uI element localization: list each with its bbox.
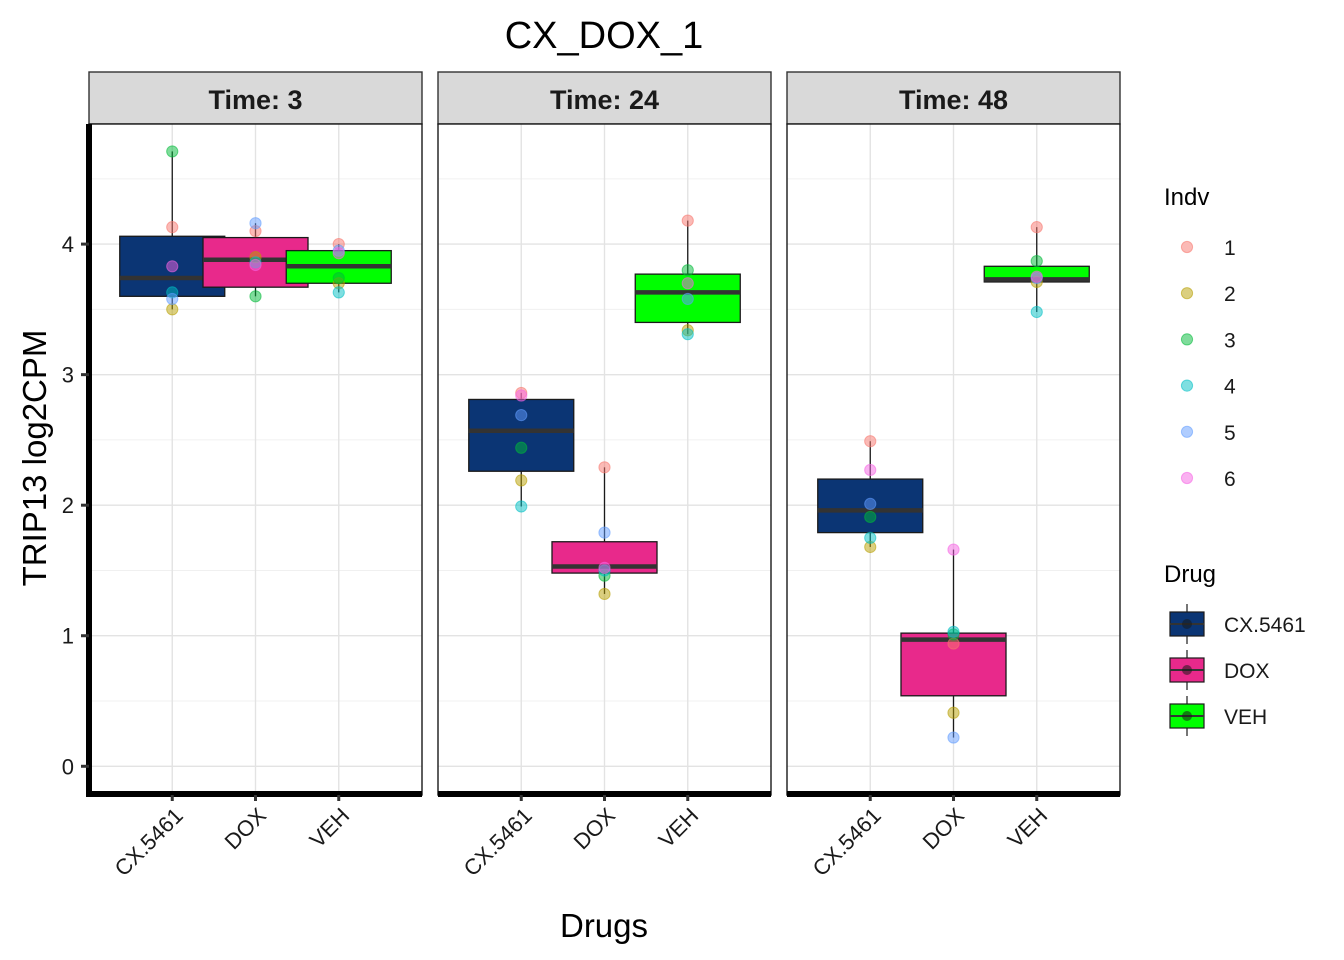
x-tick-label: VEH (305, 803, 355, 853)
data-point (1030, 254, 1043, 268)
data-point (864, 435, 877, 448)
data-point (1030, 221, 1043, 234)
data-point (864, 531, 877, 544)
data-point (515, 409, 528, 422)
data-point (249, 258, 262, 272)
data-point (166, 292, 179, 306)
facet-strip (437, 71, 772, 125)
box-cx5461 (817, 435, 924, 554)
legend-label-drug: DOX (1224, 660, 1270, 683)
facet-panels: Time: 3 CX.5461 DOX VEH Time: 24 CX.5461 DOX VE… (88, 71, 1121, 881)
y-tick-label: 2 (62, 493, 74, 518)
legend-key-indv (1180, 287, 1194, 300)
data-point (515, 474, 528, 487)
chart-title: CX_DOX_1 (505, 15, 704, 57)
data-point (1030, 270, 1043, 283)
data-point (332, 271, 345, 285)
legend-key-indv (1180, 240, 1194, 254)
x-tick-label: CX.5461 (110, 803, 188, 881)
legend-key-point (1182, 711, 1192, 721)
data-point (1030, 305, 1043, 319)
data-point (332, 247, 345, 260)
x-axis-title: Drugs (560, 907, 648, 944)
x-tick-label: DOX (569, 803, 621, 855)
facet-panel: Time: 24 CX.5461 DOX VEH (437, 71, 772, 881)
data-point (166, 145, 179, 158)
y-tick-label: 0 (62, 754, 74, 779)
legends: Indv 1 2 3 4 5 6 Drug CX.5461 DOX VEH (1164, 184, 1306, 736)
data-point (947, 543, 960, 556)
box-dox (551, 461, 658, 601)
data-point (947, 706, 960, 719)
facet-strip-label: Time: 48 (899, 85, 1008, 115)
data-point (249, 217, 262, 230)
y-axis: 0 1 2 3 4 (62, 124, 92, 797)
legend-label-drug: CX.5461 (1224, 614, 1306, 637)
data-point (681, 214, 694, 227)
legend-key-point (1182, 665, 1192, 675)
box-veh (285, 238, 392, 299)
y-axis-title: TRIP13 log2CPM (16, 330, 53, 587)
x-tick-label: CX.5461 (459, 803, 537, 881)
legend-key-indv (1180, 333, 1194, 346)
data-point (515, 441, 528, 454)
data-point (864, 497, 877, 510)
facet-panel: Time: 48 CX.5461 DOX VEH (786, 71, 1121, 881)
legend-key-indv (1180, 425, 1194, 438)
x-tick-label: DOX (220, 803, 272, 855)
legend-label-indv: 6 (1224, 468, 1236, 491)
data-point (166, 260, 179, 273)
data-point (598, 561, 611, 574)
data-point (598, 526, 611, 539)
y-tick-label: 3 (62, 363, 74, 388)
data-point (681, 328, 694, 341)
legend-title-indv: Indv (1164, 184, 1209, 211)
data-point (598, 587, 611, 601)
data-point (332, 286, 345, 299)
legend-label-indv: 4 (1224, 376, 1236, 399)
box-veh (634, 214, 741, 341)
data-point (681, 292, 694, 306)
legend-title-drug: Drug (1164, 561, 1216, 588)
y-tick-label: 1 (62, 624, 74, 649)
box-cx5461 (468, 386, 575, 513)
x-tick-label: VEH (654, 803, 704, 853)
y-tick-label: 4 (62, 232, 74, 257)
data-point (166, 303, 179, 316)
data-point (681, 264, 694, 277)
legend-key-point (1182, 619, 1192, 629)
data-point (515, 500, 528, 513)
facet-strip (786, 71, 1121, 125)
data-point (598, 461, 611, 474)
data-point (249, 290, 262, 303)
facet-strip-label: Time: 3 (208, 85, 302, 115)
box-dox (900, 543, 1007, 744)
legend-label-drug: VEH (1224, 706, 1267, 729)
data-point (166, 221, 179, 234)
x-tick-label: DOX (918, 803, 970, 855)
facet-strip (88, 71, 423, 125)
box-veh (983, 221, 1090, 319)
x-tick-label: CX.5461 (808, 803, 886, 881)
data-point (864, 510, 877, 524)
facet-panel: Time: 3 CX.5461 DOX VEH (88, 71, 423, 881)
legend-label-indv: 2 (1224, 283, 1236, 306)
data-point (681, 277, 694, 290)
legend-key-indv (1180, 471, 1194, 485)
data-point (947, 625, 960, 638)
x-tick-label: VEH (1003, 803, 1053, 853)
data-point (947, 731, 960, 744)
data-point (864, 463, 877, 477)
legend-key-indv (1180, 379, 1194, 392)
legend-label-indv: 1 (1224, 237, 1236, 260)
legend-label-indv: 3 (1224, 329, 1236, 352)
data-point (515, 389, 528, 402)
legend-label-indv: 5 (1224, 422, 1236, 445)
facet-strip-label: Time: 24 (550, 85, 659, 115)
